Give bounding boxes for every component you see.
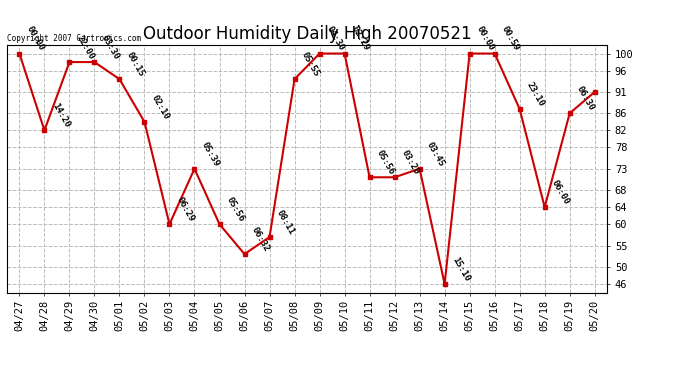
Text: 22:00: 22:00	[75, 33, 96, 61]
Text: Copyright 2007 Cartronics.com: Copyright 2007 Cartronics.com	[7, 33, 141, 42]
Title: Outdoor Humidity Daily High 20070521: Outdoor Humidity Daily High 20070521	[143, 26, 471, 44]
Text: 05:55: 05:55	[300, 51, 322, 78]
Text: 04:30: 04:30	[325, 25, 346, 53]
Text: 05:56: 05:56	[225, 196, 246, 223]
Text: 05:39: 05:39	[200, 140, 221, 168]
Text: 23:10: 23:10	[525, 81, 546, 108]
Text: 08:11: 08:11	[275, 209, 296, 236]
Text: 15:10: 15:10	[450, 255, 471, 283]
Text: 05:56: 05:56	[375, 149, 396, 177]
Text: 02:29: 02:29	[350, 25, 371, 53]
Text: 03:20: 03:20	[400, 149, 422, 177]
Text: 06:32: 06:32	[250, 225, 271, 254]
Text: 00:15: 00:15	[125, 51, 146, 78]
Text: 02:10: 02:10	[150, 93, 171, 121]
Text: 06:30: 06:30	[575, 85, 596, 112]
Text: 00:00: 00:00	[25, 25, 46, 53]
Text: 06:29: 06:29	[175, 196, 196, 223]
Text: 03:30: 03:30	[100, 33, 121, 61]
Text: 00:59: 00:59	[500, 25, 522, 53]
Text: 03:45: 03:45	[425, 140, 446, 168]
Text: 00:00: 00:00	[475, 25, 496, 53]
Text: 06:00: 06:00	[550, 178, 571, 206]
Text: 14:20: 14:20	[50, 102, 71, 130]
